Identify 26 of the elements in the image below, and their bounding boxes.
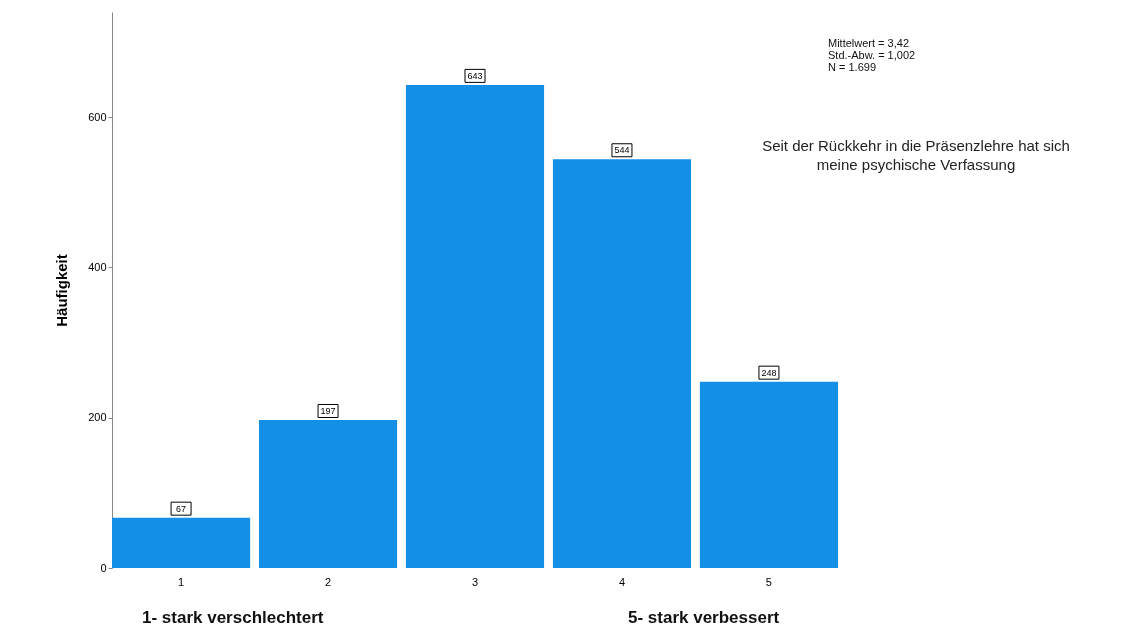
data-label: 248 [761, 367, 777, 378]
x-tick-label: 3 [471, 575, 479, 588]
x-tick-label: 1 [178, 575, 185, 588]
text: Seit der Rückkehr in die Präsenzlehre hat sich meine psychische Verfassung [762, 137, 1070, 173]
data-label: 67 [176, 503, 187, 514]
x-tick-label: 5 [765, 575, 772, 588]
bar [699, 381, 838, 568]
y-tick-label: 400 [88, 260, 107, 273]
x-tick-label: 2 [324, 575, 332, 588]
bar [258, 419, 398, 568]
data-label: 197 [320, 405, 336, 416]
x-tick-label: 4 [618, 575, 626, 588]
y-tick-label: 600 [88, 110, 107, 123]
bar [405, 84, 545, 568]
text: 1- stark verschlechtert [142, 608, 324, 627]
annotation: Std.-Abw. = 1,002 [828, 49, 916, 61]
data-label: 544 [614, 145, 630, 156]
text: 5- stark verbessert [628, 608, 780, 627]
data-label: 643 [467, 70, 483, 81]
annotation: N = 1.699 [828, 61, 877, 73]
bar [552, 159, 692, 568]
y-axis-title: Häufigkeit [53, 254, 71, 327]
y-tick-label: 200 [88, 411, 107, 424]
bar [112, 517, 251, 568]
annotation: Mittelwert = 3,42 [828, 37, 910, 49]
y-tick-label: 0 [100, 561, 107, 574]
